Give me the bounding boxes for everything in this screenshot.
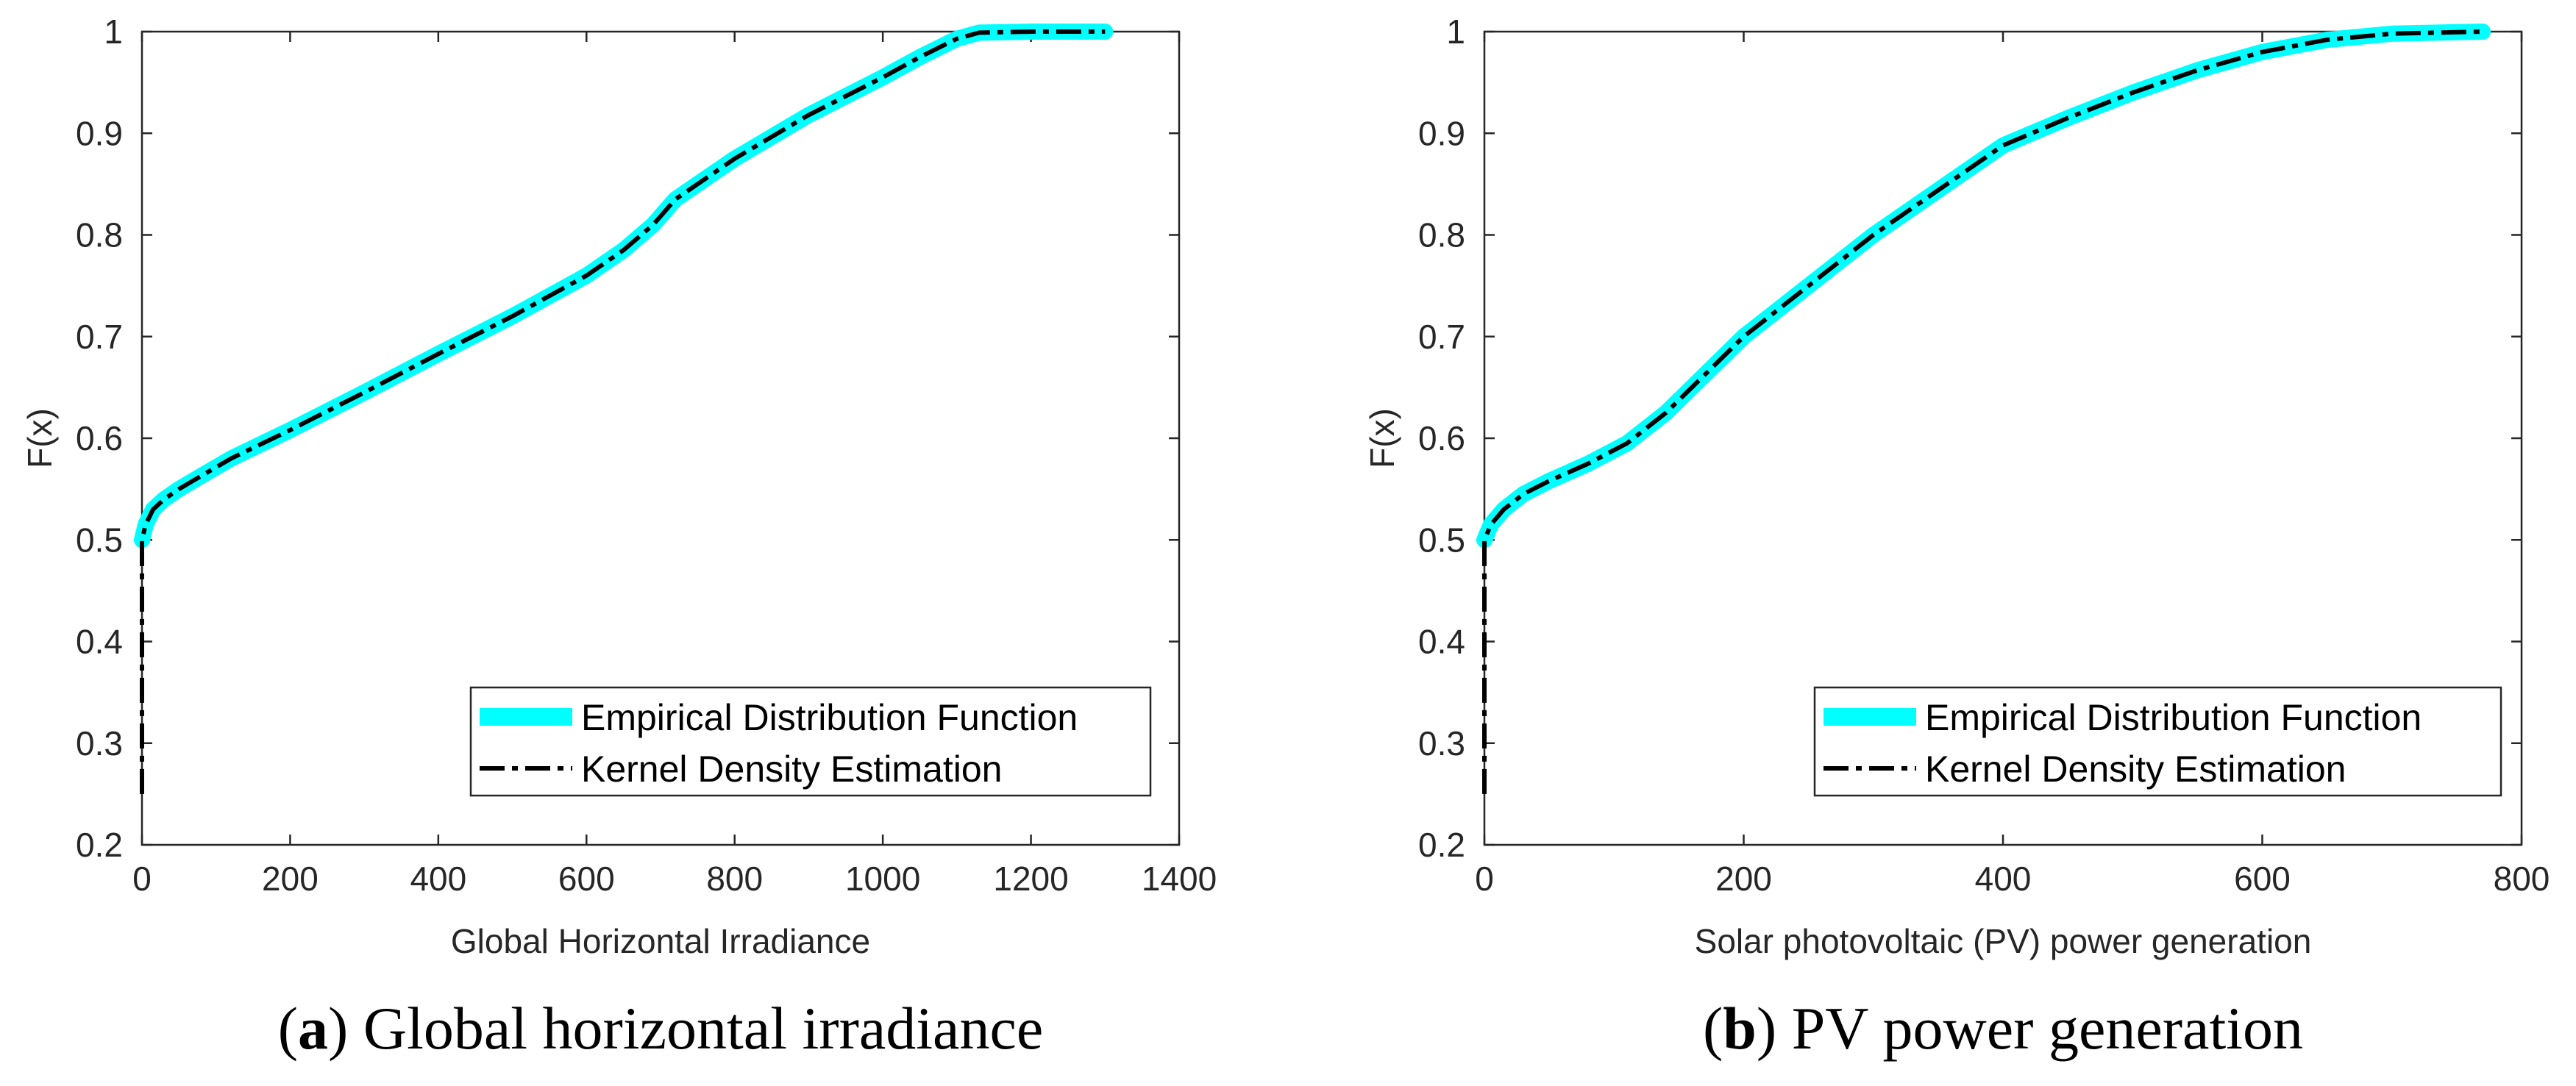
- panel-b-ytick-label: 1: [1446, 12, 1465, 51]
- panel-b-legend: Empirical Distribution Function Kernel D…: [1813, 686, 2502, 797]
- panel-b-series: [1476, 24, 2491, 794]
- panel-b-ytick-label: 0.9: [1418, 114, 1465, 152]
- panel-b-xtick-label: 200: [1715, 860, 1772, 898]
- panel-a-ytick-label: 0.2: [76, 826, 123, 864]
- panel-b-caption-letter: b: [1723, 995, 1757, 1062]
- panel-a-xtick-label: 800: [706, 860, 763, 898]
- panel-a-series: [134, 24, 1114, 794]
- panel-a-kde-line: [140, 29, 1106, 794]
- panel-a-ytick-label: 0.7: [76, 318, 123, 356]
- panel-b-ytick-label: 0.4: [1418, 623, 1465, 661]
- panel-b-y-tick-labels: 0.2 0.3 0.4 0.5 0.6 0.7 0.8 0.9 1: [1418, 12, 1465, 864]
- panel-b-legend-edf-label: Empirical Distribution Function: [1925, 697, 2422, 738]
- panel-a-ytick-label: 0.8: [76, 216, 123, 254]
- panel-b-xtick-label: 800: [2494, 860, 2550, 898]
- panel-a-ytick-label: 0.4: [76, 623, 123, 661]
- panel-a-caption-text: ) Global horizontal irradiance: [328, 995, 1043, 1062]
- panel-a-xtick-label: 1000: [845, 860, 920, 898]
- panel-a-ytick-label: 0.9: [76, 114, 123, 152]
- panel-a-legend-box: [469, 686, 1152, 797]
- panel-a-ytick-label: 0.3: [76, 724, 123, 762]
- panel-b-xtick-label: 400: [1975, 860, 2032, 898]
- panel-b-x-tick-labels: 0 200 400 600 800: [1475, 860, 2550, 898]
- panel-a-xtick-label: 1400: [1142, 860, 1217, 898]
- panel-b-legend-kde-label: Kernel Density Estimation: [1925, 749, 2346, 790]
- panel-a-legend-edf-label: Empirical Distribution Function: [581, 697, 1078, 738]
- panel-b-ytick-label: 0.3: [1418, 724, 1465, 762]
- panel-a-y-tick-labels: 0.2 0.3 0.4 0.5 0.6 0.7 0.8 0.9 1: [76, 12, 123, 864]
- panel-b-ytick-label: 0.8: [1418, 216, 1465, 254]
- panel-b-ytick-label: 0.7: [1418, 318, 1465, 356]
- panel-a-x-axis-label: Global Horizontal Irradiance: [451, 922, 870, 960]
- panel-b: 0.20.30.40.50.60.70.80.91 0 200 400 600 800 …: [1363, 12, 2550, 1062]
- panel-a-xtick-label: 600: [558, 860, 615, 898]
- panel-a-ytick-label: 0.6: [76, 419, 123, 457]
- panel-a-xtick-label: 400: [410, 860, 466, 898]
- panel-b-xtick-label: 600: [2234, 860, 2291, 898]
- panel-b-y-axis-label: F(x): [1363, 408, 1401, 468]
- panel-b-caption-text: ) PV power generation: [1757, 995, 2303, 1062]
- panel-a-xtick-label: 200: [262, 860, 319, 898]
- panel-a-xtick-label: 0: [132, 860, 152, 898]
- panel-a-y-axis-label: F(x): [21, 408, 59, 468]
- panel-a-xtick-label: 1200: [993, 860, 1068, 898]
- panel-a-ytick-label: 1: [104, 12, 123, 51]
- panel-a-ytick-label: 0.5: [76, 521, 123, 559]
- panel-a-caption-letter: a: [298, 995, 328, 1062]
- panel-b-caption: (b) PV power generation: [1703, 995, 2303, 1062]
- panel-b-ytick-label: 0.2: [1418, 826, 1465, 864]
- panel-b-ytick-label: 0.6: [1418, 419, 1465, 457]
- panel-a: 0.2 0.3 0.4 0.5 0.6 0.7 0.8 0.9 1 0 200 400 600 800 1…: [21, 12, 1217, 1062]
- panel-b-kde-line: [1482, 29, 2483, 794]
- panel-a-legend: Empirical Distribution Function Kernel D…: [469, 686, 1152, 797]
- panel-b-ytick-label: 0.5: [1418, 521, 1465, 559]
- panel-b-xtick-label: 0: [1475, 860, 1494, 898]
- panel-a-caption: (a) Global horizontal irradiance: [278, 995, 1044, 1062]
- panel-b-x-axis-label: Solar photovoltaic (PV) power generation: [1695, 922, 2312, 960]
- panel-b-legend-box: [1813, 686, 2502, 797]
- panel-a-x-tick-labels: 0 200 400 600 800 1000 1200 1400: [132, 860, 1217, 898]
- panel-a-legend-kde-label: Kernel Density Estimation: [581, 749, 1002, 790]
